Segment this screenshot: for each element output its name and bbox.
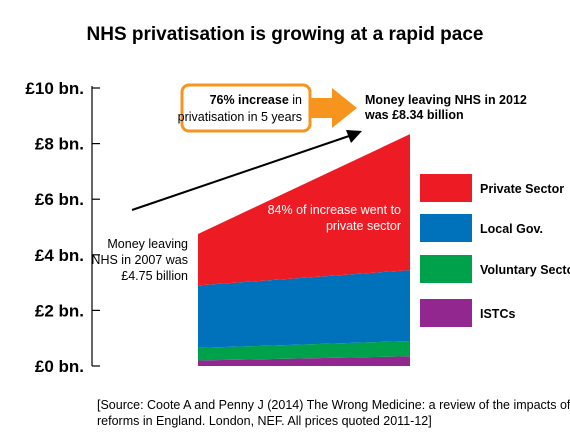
area-private-sector [198,134,410,286]
callout-rest: in [289,93,302,107]
legend-label: Private Sector [480,182,564,196]
trend-arrow-head [346,130,362,143]
callout-box [180,83,312,133]
y-tick-label: £2 bn. [35,301,84,320]
legend-swatch [420,214,472,242]
y-tick-label: £10 bn. [25,79,84,98]
start-annotation-line-3: £4.75 billion [121,269,188,283]
y-tick-label: £8 bn. [35,135,84,154]
inside-annotation-line-2: private sector [326,219,401,233]
area-local-gov [198,270,410,348]
legend-swatch [420,174,472,202]
area-istcs [198,356,410,366]
callout: 76% increase in privatisation in 5 years [178,83,357,133]
legend-label: Local Gov. [480,222,543,236]
legend-label: Voluntary Sector [480,263,570,277]
legend-label: ISTCs [480,307,515,321]
y-tick-label: £0 bn. [35,357,84,376]
legend: Private Sector Local Gov. Voluntary Sector… [420,174,570,327]
start-annotation-line-1: Money leaving [107,237,188,251]
source-line-2: reforms in England. London, NEF. All pri… [97,414,432,428]
callout-line-2: privatisation in 5 years [178,110,302,124]
source-line-1: [Source: Coote A and Penny J (2014) The … [97,398,570,412]
trend-arrow [131,130,362,211]
callout-line-1: 76% increase in [210,93,302,107]
trend-arrow-line [131,134,353,211]
callout-arrow [310,88,357,128]
area-voluntary-sector [198,340,410,361]
start-annotation-line-2: NHS in 2007 was [91,253,188,267]
y-ticks: £0 bn. £2 bn. £4 bn. £6 bn. £8 bn. £10 bn. [25,79,100,376]
inside-annotation-line-1: 84% of increase went to [268,203,401,217]
end-annotation-line-1: Money leaving NHS in 2012 [365,93,527,107]
area-layers [198,134,410,366]
y-tick-label: £4 bn. [35,246,84,265]
chart-title: NHS privatisation is growing at a rapid … [87,24,484,45]
callout-bold: 76% increase [210,93,289,107]
legend-swatch [420,255,472,283]
y-tick-label: £6 bn. [35,190,84,209]
end-annotation-line-2: was £8.34 billion [364,108,464,122]
legend-swatch [420,299,472,327]
